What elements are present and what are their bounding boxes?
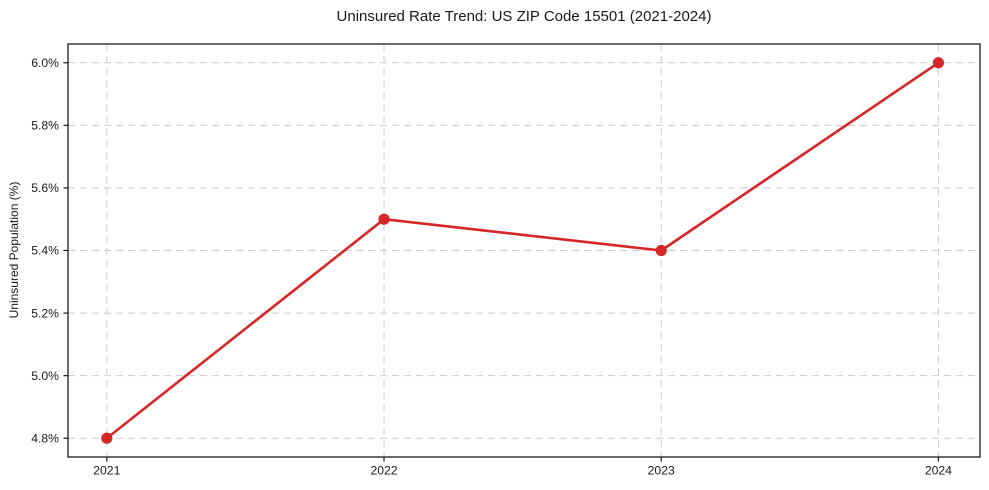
y-tick-label: 5.8% — [31, 119, 59, 133]
y-tick-label: 5.6% — [31, 181, 59, 195]
data-point-2021 — [101, 432, 113, 444]
data-point-2022 — [378, 213, 390, 225]
x-tick-label: 2024 — [925, 464, 952, 478]
y-tick-label: 5.2% — [31, 306, 59, 320]
y-tick-label: 5.4% — [31, 244, 59, 258]
x-tick-label: 2022 — [370, 464, 397, 478]
y-tick-label: 5.0% — [31, 369, 59, 383]
data-point-2024 — [932, 57, 945, 69]
x-tick-label: 2021 — [93, 464, 120, 478]
chart-title: Uninsured Rate Trend: US ZIP Code 15501 … — [336, 8, 712, 25]
y-tick-label: 6.0% — [31, 56, 59, 70]
data-point-2023 — [655, 244, 667, 257]
trend-line — [105, 61, 940, 440]
y-tick-label: 4.8% — [31, 431, 59, 445]
x-tick-label: 2023 — [648, 464, 675, 478]
